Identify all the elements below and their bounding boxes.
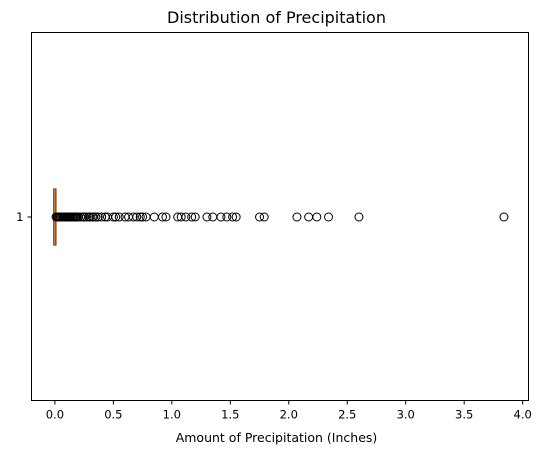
- outlier-point: [304, 212, 314, 222]
- x-tick-label: 0.5: [104, 408, 122, 422]
- y-axis: 1: [16, 210, 32, 224]
- y-tick-label: 1: [16, 210, 23, 224]
- outlier-point: [157, 212, 167, 222]
- outlier-point: [97, 212, 107, 222]
- outlier-point: [161, 212, 171, 222]
- chart-title: Distribution of Precipitation: [167, 8, 386, 27]
- x-tick-label: 3.5: [455, 408, 473, 422]
- outlier-point: [231, 212, 241, 222]
- outlier-point: [354, 212, 364, 222]
- outlier-point: [91, 212, 101, 222]
- x-tick-label: 2.5: [338, 408, 356, 422]
- outlier-point: [128, 212, 138, 222]
- x-tick-label: 0.0: [46, 408, 64, 422]
- x-tick-label: 3.0: [397, 408, 415, 422]
- outlier-point: [135, 212, 145, 222]
- outlier-point: [216, 212, 226, 222]
- outlier-point: [222, 212, 232, 222]
- outlier-point: [187, 212, 197, 222]
- outlier-point: [138, 212, 148, 222]
- outlier-point: [255, 212, 265, 222]
- outlier-point: [324, 212, 334, 222]
- outlier-point: [228, 212, 238, 222]
- x-axis-label: Amount of Precipitation (Inches): [176, 430, 378, 445]
- outlier-point: [208, 212, 218, 222]
- outlier-point: [190, 212, 200, 222]
- outlier-point: [81, 212, 91, 222]
- x-tick-label: 4.0: [514, 408, 532, 422]
- outlier-point: [114, 212, 124, 222]
- x-tick-label: 1.5: [221, 408, 239, 422]
- outlier-point: [259, 212, 269, 222]
- outlier-point: [132, 212, 142, 222]
- outlier-point: [499, 212, 509, 222]
- plot-area: [51, 188, 509, 246]
- outlier-point: [202, 212, 212, 222]
- outlier-point: [292, 212, 302, 222]
- outlier-point: [108, 212, 118, 222]
- outlier-point: [149, 212, 159, 222]
- x-tick-label: 1.0: [163, 408, 181, 422]
- outlier-point: [111, 212, 121, 222]
- x-axis: 0.0 0.5 1.0 1.5 2.0 2.5 3.0 3.5 4.0: [46, 400, 532, 422]
- outlier-point: [312, 212, 322, 222]
- x-tick-label: 2.0: [280, 408, 298, 422]
- outlier-point: [93, 212, 103, 222]
- outlier-point: [181, 212, 191, 222]
- outlier-point: [176, 212, 186, 222]
